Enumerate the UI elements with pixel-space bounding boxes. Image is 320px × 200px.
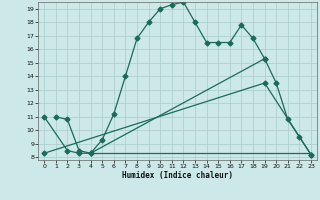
X-axis label: Humidex (Indice chaleur): Humidex (Indice chaleur) bbox=[122, 171, 233, 180]
